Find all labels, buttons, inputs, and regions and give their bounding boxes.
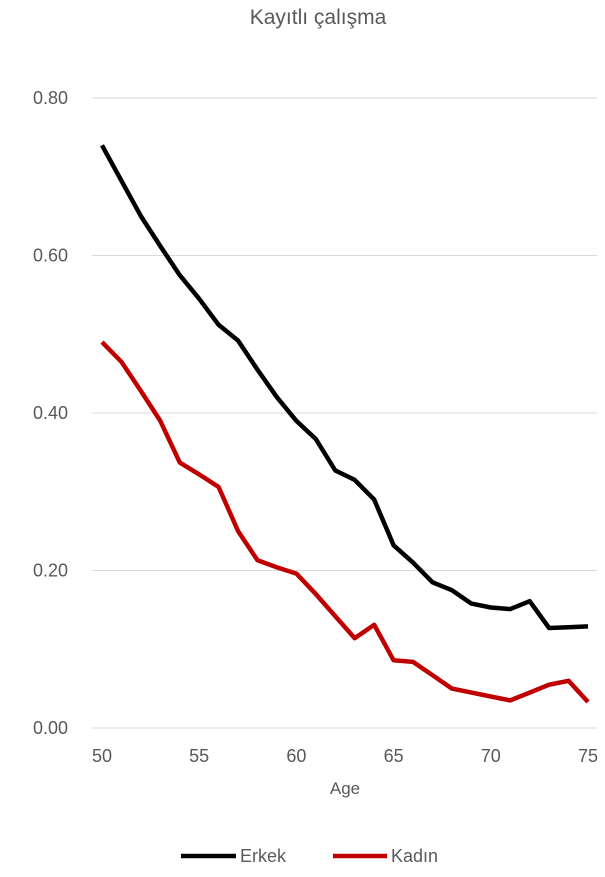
- chart-title: Kayıtlı çalışma: [250, 6, 387, 29]
- legend: Erkek Kadın: [181, 846, 438, 866]
- y-tick-label: 0.60: [33, 246, 68, 266]
- legend-label-kadın: Kadın: [391, 846, 438, 866]
- y-tick-label: 0.80: [33, 88, 68, 108]
- series-lines: [100, 144, 590, 704]
- x-axis-ticks: 50 55 60 65 70 75: [92, 746, 598, 766]
- legend-label-erkek: Erkek: [240, 846, 287, 866]
- y-tick-label: 0.20: [33, 561, 68, 581]
- x-tick-label: 50: [92, 746, 112, 766]
- y-tick-label: 0.00: [33, 718, 68, 738]
- series-line-erkek: [100, 144, 589, 631]
- x-tick-label: 65: [384, 746, 404, 766]
- y-tick-label: 0.40: [33, 403, 68, 423]
- x-tick-label: 60: [286, 746, 306, 766]
- series-line-kadın: [100, 340, 590, 704]
- x-axis-label: Age: [330, 779, 360, 798]
- x-tick-label: 70: [481, 746, 501, 766]
- y-axis-ticks: 0.00 0.20 0.40 0.60 0.80: [33, 88, 68, 738]
- gridlines: [92, 97, 597, 729]
- x-tick-label: 75: [578, 746, 598, 766]
- x-tick-label: 55: [189, 746, 209, 766]
